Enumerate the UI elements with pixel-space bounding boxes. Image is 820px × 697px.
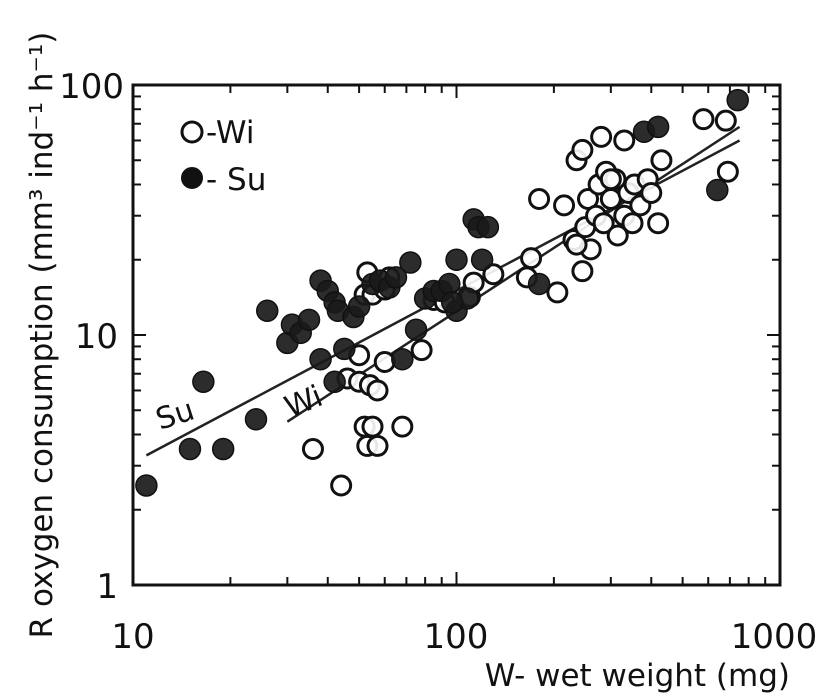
data-point-su <box>244 408 268 431</box>
data-point-wi <box>546 281 569 304</box>
data-point-wi <box>366 379 389 402</box>
x-axis-title: W- wet weight (mg) <box>485 658 790 694</box>
data-point-wi <box>361 415 384 438</box>
data-point-wi <box>714 109 737 132</box>
legend-open-circle-icon <box>180 120 204 144</box>
data-point-su <box>192 370 215 394</box>
legend-label-wi: -Wi <box>206 115 255 151</box>
data-point-su <box>391 347 414 371</box>
data-point-su <box>726 88 749 112</box>
data-point-wi <box>410 339 433 362</box>
data-point-su <box>476 215 500 239</box>
data-point-su <box>347 295 371 318</box>
data-point-wi <box>692 108 715 131</box>
data-point-su <box>384 266 408 289</box>
x-tick-label-10: 10 <box>111 617 154 657</box>
data-point-wi <box>592 212 615 235</box>
data-point-wi <box>520 247 543 270</box>
data-point-wi <box>650 149 673 172</box>
data-point-su <box>211 437 235 461</box>
y-tick-label-10: 10 <box>75 317 118 357</box>
data-point-wi <box>528 187 551 210</box>
data-point-wi <box>553 194 576 217</box>
data-point-wi <box>482 263 505 286</box>
data-point-wi <box>606 224 629 247</box>
data-point-wi <box>571 260 594 283</box>
data-point-su <box>297 308 321 332</box>
y-tick-label-1: 1 <box>96 567 118 607</box>
fit-line-label-wi: Wi <box>280 379 328 425</box>
data-point-su <box>309 347 332 371</box>
data-point-wi <box>716 160 739 183</box>
legend-filled-circle-icon <box>181 167 203 189</box>
data-point-su <box>333 337 356 361</box>
data-point-wi <box>647 212 670 235</box>
data-point-wi <box>640 181 663 204</box>
plot-frame <box>131 83 782 587</box>
data-point-wi <box>590 125 613 148</box>
data-point-wi <box>330 474 353 497</box>
data-point-su <box>323 370 346 394</box>
data-point-wi <box>599 168 622 191</box>
data-point-su <box>438 272 461 296</box>
data-point-su <box>445 248 468 271</box>
data-point-su <box>135 474 158 497</box>
x-tick-label-100: 100 <box>424 617 489 657</box>
data-point-su <box>178 437 202 461</box>
data-point-su <box>706 178 729 202</box>
data-point-wi <box>366 434 389 457</box>
axis-ticks <box>132 84 781 586</box>
data-point-wi <box>621 212 644 235</box>
data-points <box>135 88 749 497</box>
data-point-su <box>440 291 464 314</box>
data-point-wi <box>613 129 636 152</box>
data-point-su <box>255 299 279 323</box>
data-point-su <box>399 251 422 274</box>
data-point-wi <box>301 437 324 460</box>
legend: -Wi - Su <box>180 115 266 198</box>
data-point-wi <box>565 233 588 256</box>
y-tick-label-100: 100 <box>59 67 124 107</box>
x-tick-label-1000: 1000 <box>731 617 818 657</box>
legend-label-su: - Su <box>206 162 266 198</box>
y-axis-title: R oxygen consumption (mm³ ind⁻¹ h⁻¹) <box>24 32 60 639</box>
data-point-su <box>470 248 494 271</box>
data-point-su <box>646 115 670 139</box>
data-point-wi <box>571 138 594 161</box>
data-point-su <box>527 272 551 296</box>
data-point-su <box>404 318 428 341</box>
data-point-wi <box>373 350 396 373</box>
data-point-wi <box>391 415 414 438</box>
